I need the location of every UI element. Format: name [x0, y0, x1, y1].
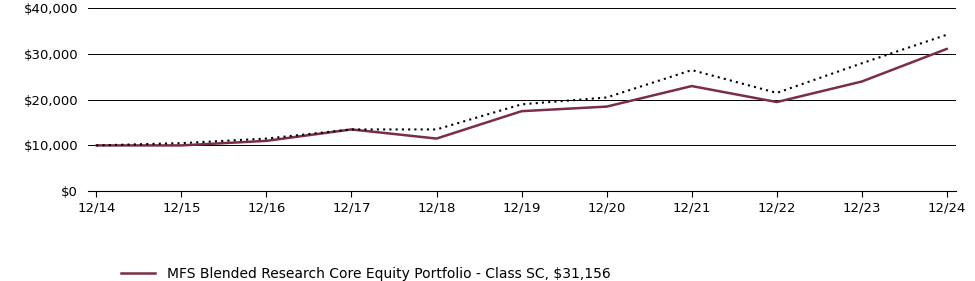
Legend: MFS Blended Research Core Equity Portfolio - Class SC, $31,156, Standard & Poor': MFS Blended Research Core Equity Portfol…: [121, 268, 610, 281]
